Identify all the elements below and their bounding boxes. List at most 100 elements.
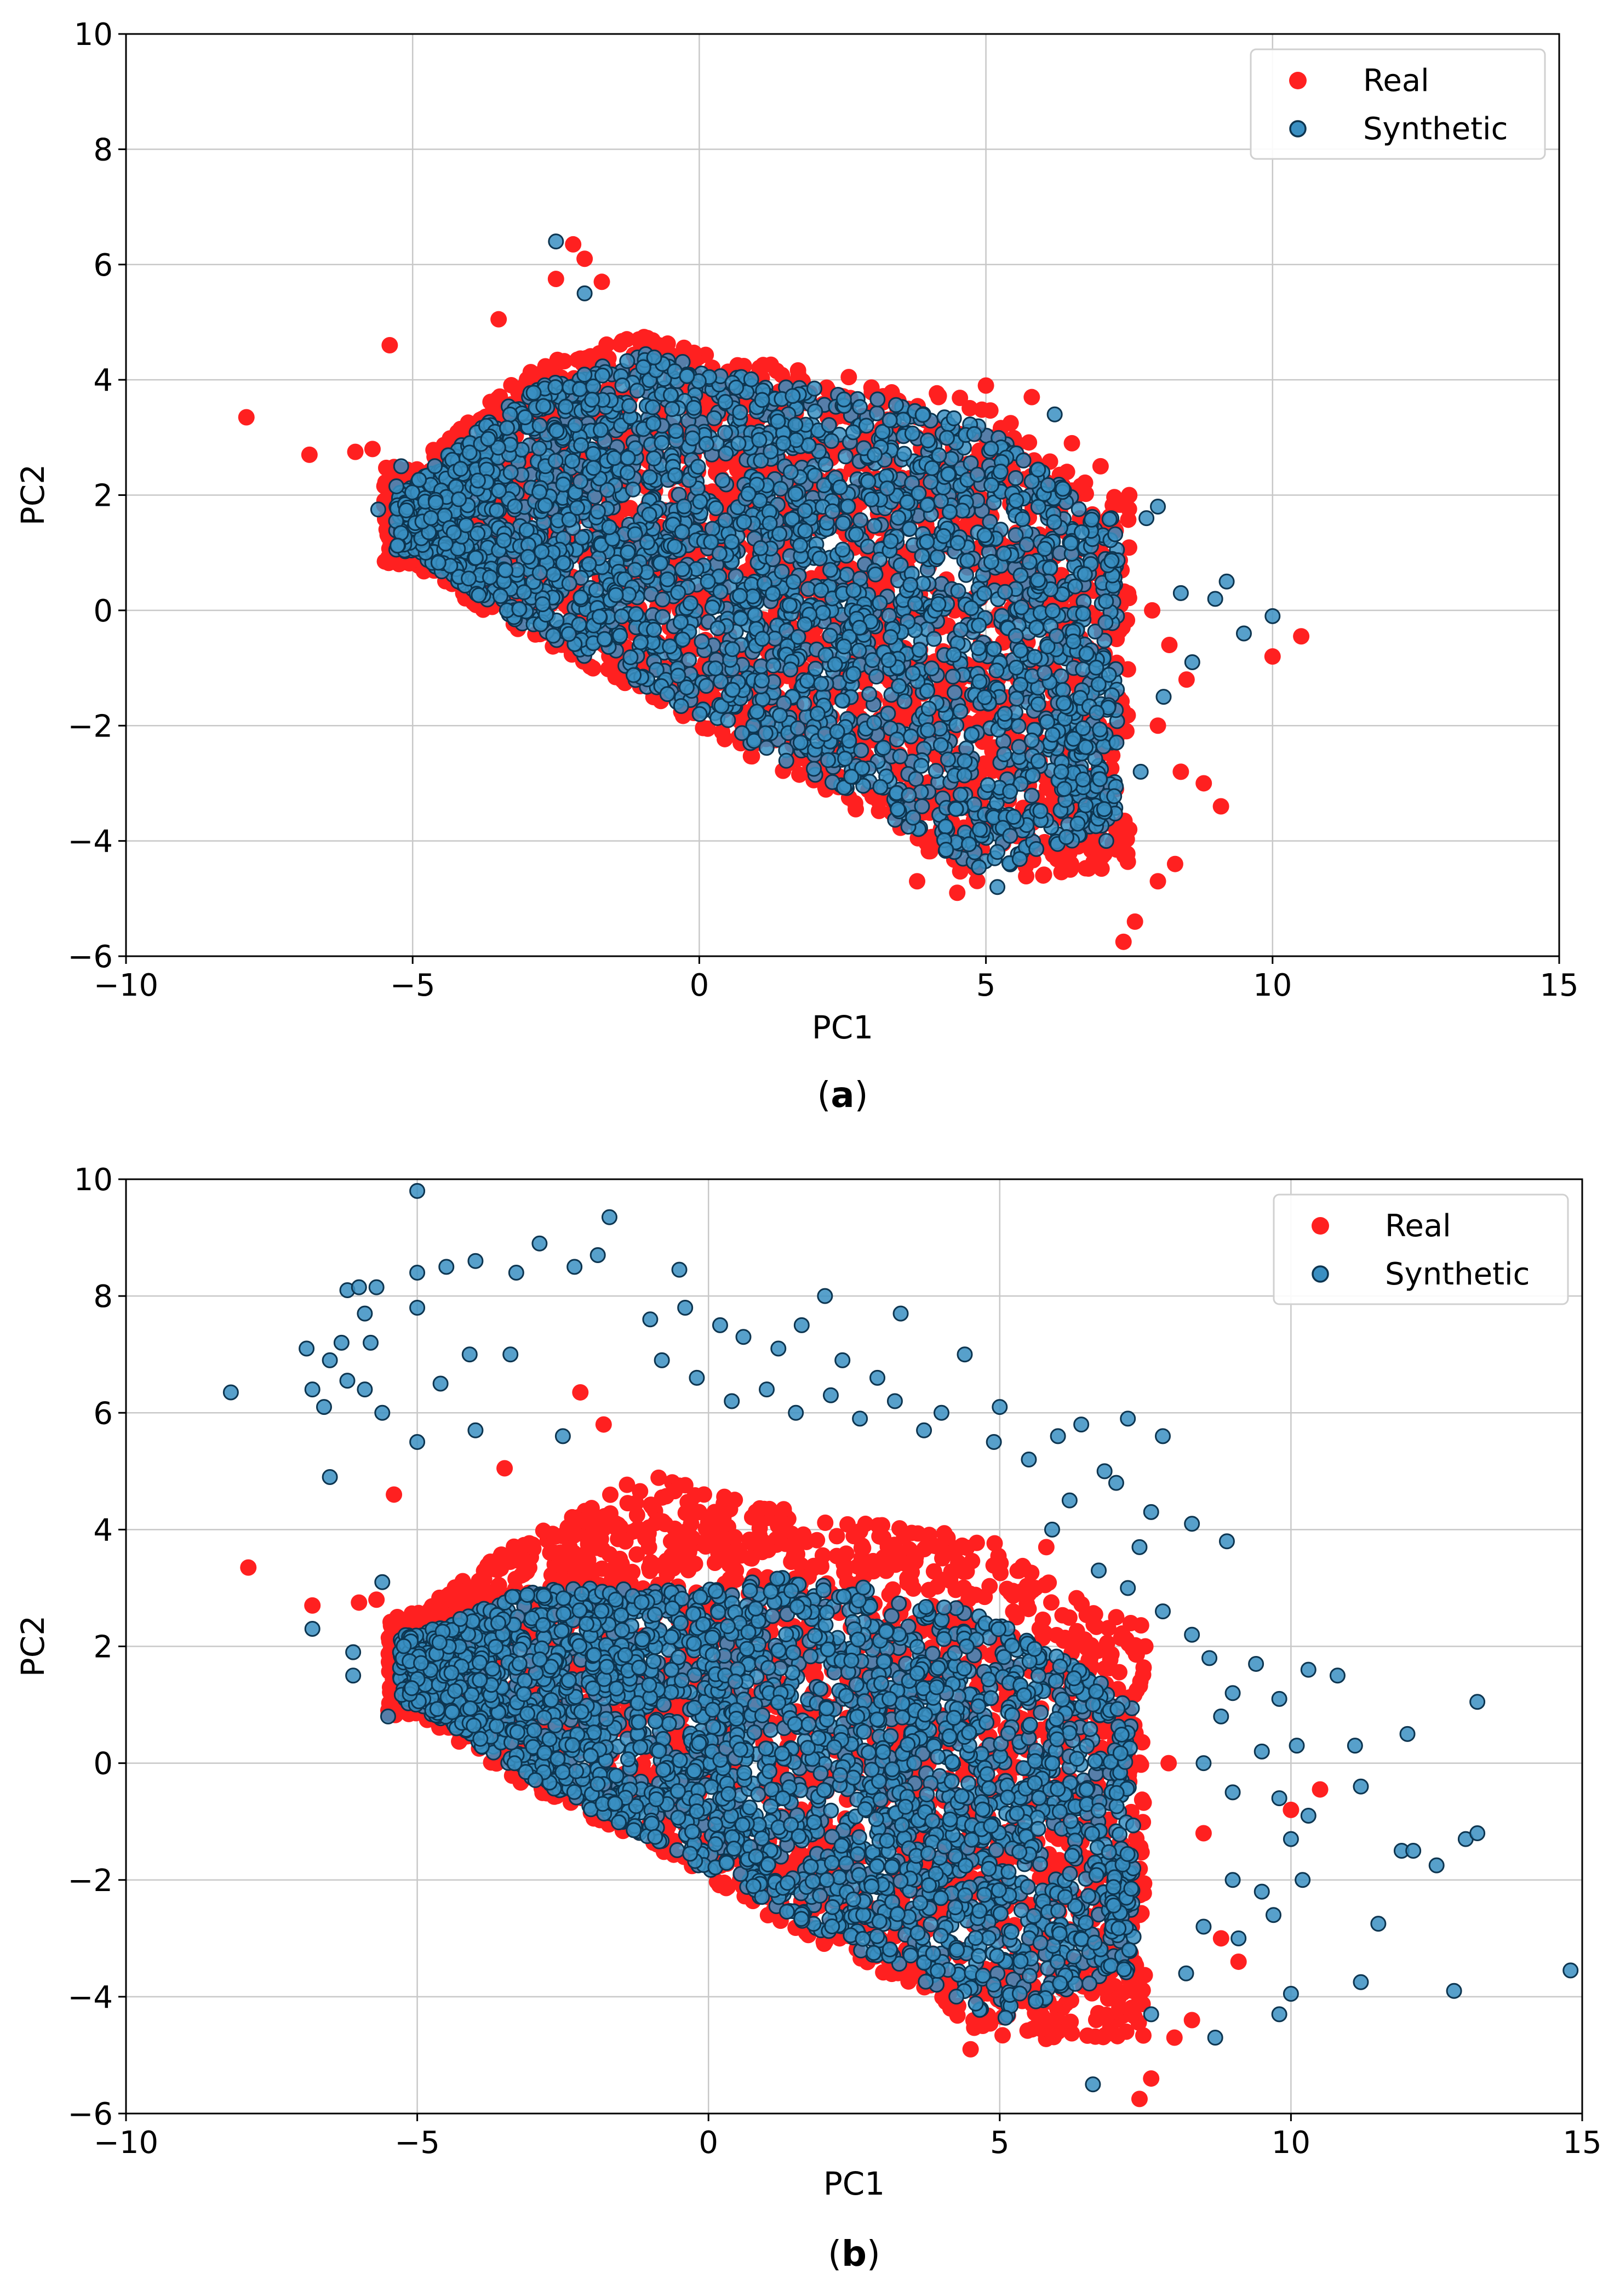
synthetic-point (920, 722, 936, 738)
synthetic-point (875, 740, 892, 756)
synthetic-point (944, 669, 961, 685)
real-point (549, 351, 566, 368)
synthetic-point (1067, 578, 1083, 595)
real-point (969, 872, 986, 889)
synthetic-point (1023, 787, 1040, 804)
synthetic-point (662, 638, 678, 655)
real-point (961, 399, 978, 416)
synthetic-point (545, 627, 562, 644)
synthetic-point (920, 432, 936, 449)
synthetic-point (816, 477, 832, 494)
synthetic-point (502, 464, 519, 481)
synthetic-point (835, 391, 852, 408)
synthetic-point (986, 494, 1002, 511)
synthetic-point (854, 760, 871, 776)
real-point (1166, 855, 1183, 872)
real-point (952, 863, 969, 880)
synthetic-point (822, 562, 838, 578)
synthetic-point (869, 405, 885, 421)
synthetic-point (930, 596, 947, 612)
synthetic-point (806, 761, 822, 777)
synthetic-point (896, 693, 913, 710)
real-point (364, 441, 381, 458)
synthetic-point (983, 477, 1000, 493)
synthetic-point (948, 801, 964, 817)
synthetic-point (890, 801, 906, 818)
synthetic-point (848, 526, 865, 542)
synthetic-point (929, 549, 946, 566)
synthetic-point (1015, 452, 1032, 469)
synthetic-point (903, 728, 919, 745)
synthetic-point (681, 652, 697, 668)
real-point (871, 802, 888, 819)
synthetic-point (489, 502, 505, 519)
synthetic-point (670, 584, 686, 601)
synthetic-point (958, 567, 974, 583)
synthetic-point (896, 446, 912, 462)
synthetic-point (471, 587, 487, 603)
synthetic-point (966, 796, 982, 813)
real-point (909, 873, 926, 890)
real-point (731, 712, 748, 729)
synthetic-point (1055, 682, 1071, 698)
synthetic-point (648, 661, 665, 678)
synthetic-point (599, 482, 616, 498)
synthetic-point (932, 737, 949, 753)
synthetic-point (641, 506, 657, 523)
real-point (840, 369, 857, 386)
synthetic-point (728, 568, 744, 585)
real-point (484, 393, 501, 410)
synthetic-point (901, 521, 918, 537)
real-point (565, 236, 582, 253)
real-point (1092, 458, 1109, 475)
synthetic-point (926, 631, 942, 647)
real-point (846, 795, 863, 812)
synthetic-point (808, 660, 824, 677)
synthetic-point (937, 818, 954, 835)
synthetic-point (698, 678, 714, 694)
synthetic-point (880, 705, 896, 722)
real-point (1212, 798, 1229, 815)
synthetic-point (1042, 560, 1058, 576)
synthetic-point (713, 673, 729, 690)
real-point (1035, 867, 1052, 884)
synthetic-point (642, 469, 658, 486)
synthetic-point (654, 609, 671, 625)
real-point (1115, 933, 1132, 950)
synthetic-point (845, 666, 862, 682)
real-point (1195, 775, 1212, 792)
synthetic-point (890, 510, 907, 526)
real-point (598, 336, 615, 353)
synthetic-point (784, 511, 800, 527)
synthetic-point (940, 751, 956, 768)
real-point (1023, 389, 1040, 405)
synthetic-point (1098, 593, 1114, 609)
synthetic-point (758, 740, 775, 756)
real-point (921, 843, 938, 860)
synthetic-point (892, 748, 908, 764)
synthetic-point (1030, 499, 1046, 515)
real-point (982, 402, 999, 419)
synthetic-point (996, 746, 1012, 763)
synthetic-point (712, 584, 729, 600)
synthetic-point (711, 545, 728, 562)
synthetic-point (1018, 536, 1035, 553)
synthetic-point (1008, 527, 1024, 544)
real-point (238, 409, 255, 426)
synthetic-point (531, 440, 547, 456)
synthetic-point (971, 859, 987, 876)
synthetic-point (928, 763, 944, 779)
synthetic-point (976, 585, 993, 602)
synthetic-point (852, 399, 868, 415)
synthetic-point (1039, 638, 1056, 655)
real-point (1293, 628, 1310, 645)
real-point (347, 443, 364, 460)
real-point (381, 337, 398, 354)
synthetic-point (868, 669, 885, 685)
synthetic-point (1058, 829, 1074, 846)
synthetic-point (732, 404, 748, 420)
synthetic-point (872, 595, 888, 611)
synthetic-point (531, 484, 548, 500)
synthetic-point (1096, 801, 1112, 817)
synthetic-point (629, 382, 645, 399)
